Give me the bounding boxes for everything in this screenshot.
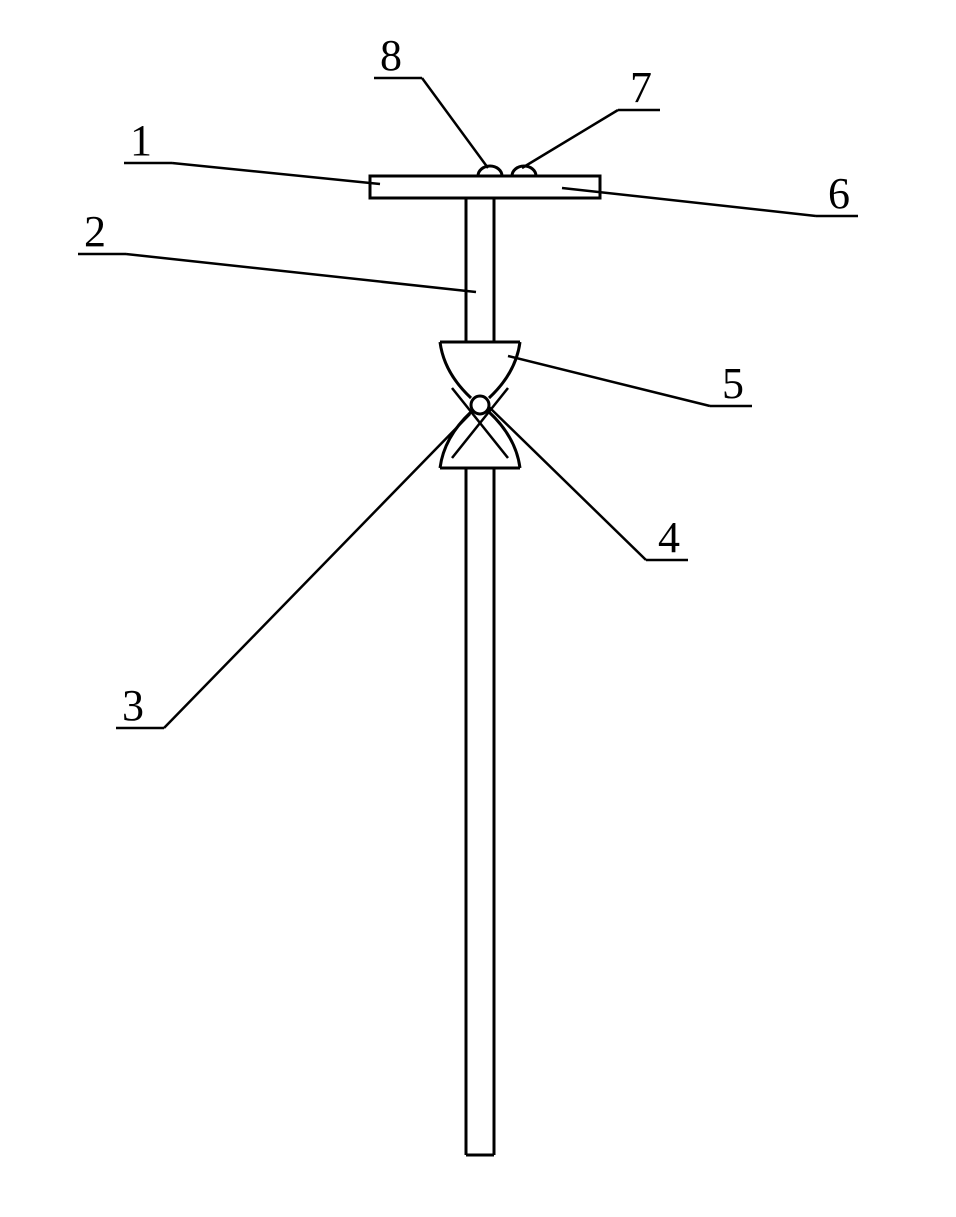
label-7: 7 bbox=[630, 63, 652, 112]
label-4: 4 bbox=[658, 513, 680, 562]
label-1: 1 bbox=[130, 116, 152, 165]
label-5: 5 bbox=[722, 359, 744, 408]
label-2: 2 bbox=[84, 207, 106, 256]
label-3: 3 bbox=[122, 681, 144, 730]
canvas-background bbox=[0, 0, 956, 1217]
label-6: 6 bbox=[828, 169, 850, 218]
label-8: 8 bbox=[380, 31, 402, 80]
